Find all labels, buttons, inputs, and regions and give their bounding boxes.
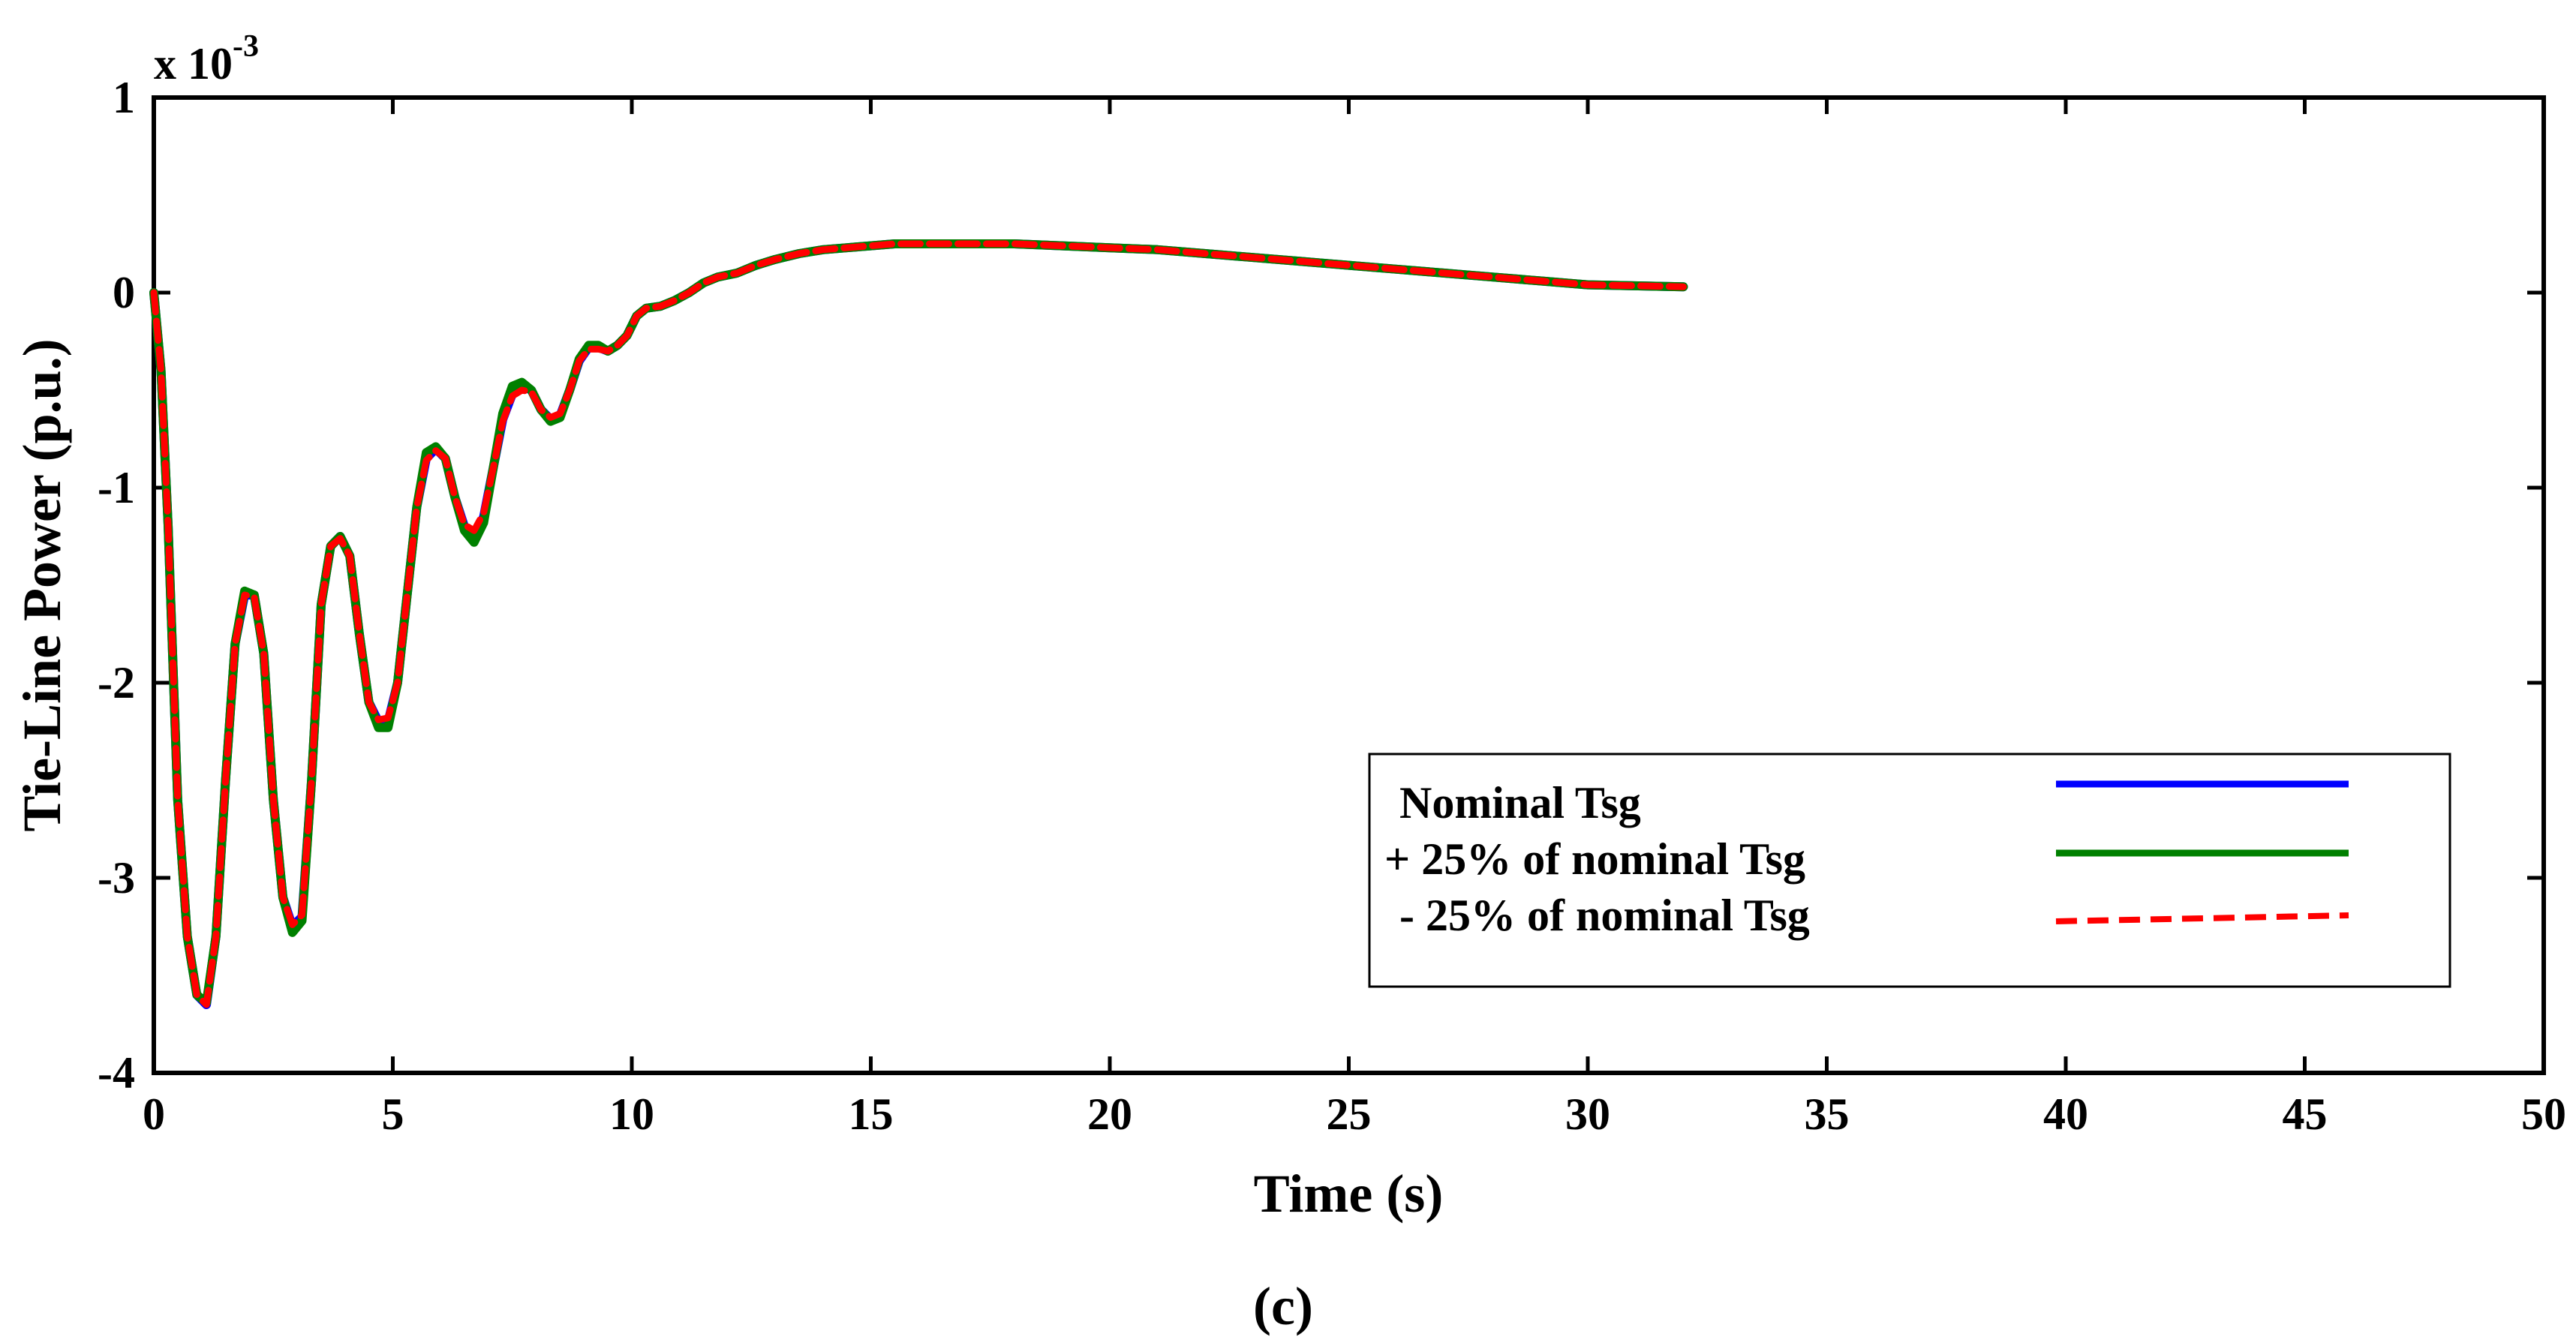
x-tick-label: 30 <box>1565 1089 1610 1139</box>
legend-swatch-minus-25 <box>2055 912 2349 924</box>
y-tick-label: 1 <box>113 73 135 122</box>
x-axis-label: Time (s) <box>1254 1164 1444 1224</box>
x-tick-label: 10 <box>609 1089 654 1139</box>
x-tick-label: 25 <box>1327 1089 1372 1139</box>
x-tick-label: 45 <box>2283 1089 2328 1139</box>
legend-label-plus-25: + 25% of nominal Tsg <box>1384 834 1805 884</box>
figure-caption: (c) <box>1253 1276 1313 1336</box>
series-layer <box>149 239 1688 1009</box>
series-line-minus-25 <box>150 240 1687 1008</box>
y-multiplier-label: x 10-3 <box>154 29 259 89</box>
y-axis-label: Tie-Line Power (p.u.) <box>12 338 72 831</box>
x-tick-label: 5 <box>382 1089 404 1139</box>
x-tick-label: 15 <box>849 1089 894 1139</box>
y-tick-label: -2 <box>98 658 135 708</box>
legend-box <box>1368 753 2451 988</box>
y-tick-label: -4 <box>98 1048 135 1098</box>
y-multiplier-base: x 10 <box>154 39 233 89</box>
y-multiplier-exponent: -3 <box>233 29 259 64</box>
x-tick-label: 50 <box>2521 1089 2566 1139</box>
y-tick-label: -3 <box>98 853 135 903</box>
y-tick-label: -1 <box>98 463 135 512</box>
x-tick-label: 0 <box>143 1089 165 1139</box>
legend-label-minus-25: - 25% of nominal Tsg <box>1399 891 1810 940</box>
x-tick-label: 35 <box>1805 1089 1850 1139</box>
x-tick-label: 40 <box>2043 1089 2088 1139</box>
legend: Nominal Tsg + 25% of nominal Tsg - 25% o… <box>1368 753 2451 988</box>
y-tick-label: 0 <box>113 268 135 317</box>
x-tick-label: 20 <box>1087 1089 1132 1139</box>
legend-label-nominal: Nominal Tsg <box>1399 778 1641 828</box>
